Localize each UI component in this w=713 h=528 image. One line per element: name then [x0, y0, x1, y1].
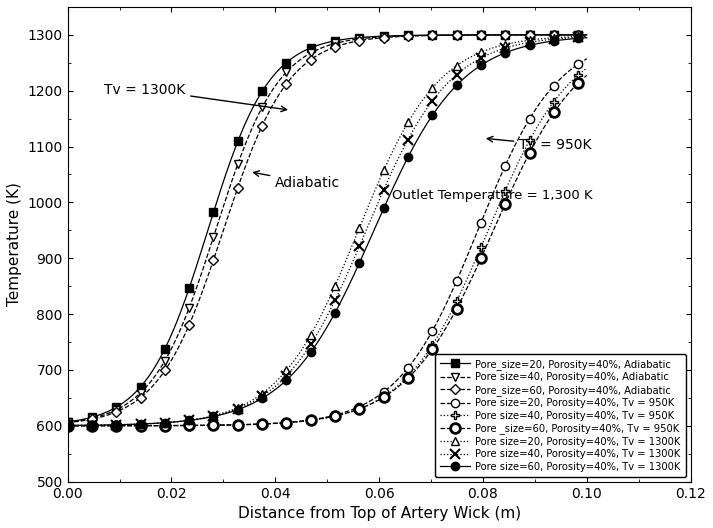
Pore size=20, Porosity=40%, Tv = 950K [371, 395, 379, 401]
Pore size=40, Porosity=40%, Adiabatic [371, 34, 379, 41]
Pore size=20, Porosity=40%, Tv = 950K [381, 388, 390, 394]
Pore _size=60, Porosity=40%, Tv = 950K [372, 398, 381, 404]
Pore size=60, Porosity=40%, Tv = 1300K [372, 221, 381, 227]
Pore size=40, Porosity=40%, Tv = 1300K [501, 45, 510, 51]
X-axis label: Distance from Top of Artery Wick (m): Distance from Top of Artery Wick (m) [237, 506, 520, 521]
Pore size=20, Porosity=40%, Tv = 1300K [534, 36, 543, 42]
Pore size=20, Porosity=40%, Tv = 1300K [65, 422, 73, 429]
Pore size=40, Porosity=40%, Adiabatic [501, 32, 510, 38]
Pore size=40, Porosity=40%, Adiabatic [372, 34, 381, 40]
Pore size=40, Porosity=40%, Tv = 1300K [63, 422, 72, 429]
Pore size=20, Porosity=40%, Tv = 1300K [63, 422, 72, 429]
Line: Pore_size=20, Porosity=40%, Adiabatic: Pore_size=20, Porosity=40%, Adiabatic [63, 31, 591, 426]
Pore size=40, Porosity=40%, Tv = 1300K [372, 202, 381, 209]
Pore size=20, Porosity=40%, Tv = 950K [65, 422, 73, 429]
Text: Adiabatic: Adiabatic [254, 171, 340, 190]
Pore_size=60, Porosity=40%, Adiabatic [372, 35, 381, 42]
Pore size=20, Porosity=40%, Tv = 1300K [583, 33, 591, 39]
Pore_size=20, Porosity=40%, Adiabatic [583, 32, 591, 38]
Pore size=40, Porosity=40%, Tv = 950K [501, 187, 510, 194]
Pore size=40, Porosity=40%, Tv = 1300K [65, 422, 73, 429]
Pore size=20, Porosity=40%, Tv = 950K [372, 394, 381, 400]
Pore size=40, Porosity=40%, Tv = 950K [381, 392, 390, 399]
Line: Pore size=40, Porosity=40%, Tv = 1300K: Pore size=40, Porosity=40%, Tv = 1300K [63, 32, 592, 430]
Pore size=60, Porosity=40%, Tv = 1300K [381, 202, 390, 208]
Pore_size=20, Porosity=40%, Adiabatic [63, 419, 72, 425]
Pore size=40, Porosity=40%, Tv = 1300K [381, 183, 390, 189]
Pore size=40, Porosity=40%, Tv = 950K [63, 422, 72, 429]
Line: Pore_size=60, Porosity=40%, Adiabatic: Pore_size=60, Porosity=40%, Adiabatic [64, 31, 590, 426]
Y-axis label: Temperature (K): Temperature (K) [7, 182, 22, 306]
Pore _size=60, Porosity=40%, Tv = 950K [534, 134, 543, 140]
Pore size=40, Porosity=40%, Tv = 950K [583, 65, 591, 71]
Pore_size=60, Porosity=40%, Adiabatic [371, 35, 379, 42]
Pore size=20, Porosity=40%, Tv = 950K [583, 55, 591, 62]
Pore_size=20, Porosity=40%, Adiabatic [372, 33, 381, 40]
Pore size=60, Porosity=40%, Tv = 1300K [534, 40, 543, 46]
Line: Pore size=20, Porosity=40%, Tv = 1300K: Pore size=20, Porosity=40%, Tv = 1300K [63, 32, 591, 430]
Pore _size=60, Porosity=40%, Tv = 950K [371, 399, 379, 405]
Pore _size=60, Porosity=40%, Tv = 950K [63, 422, 72, 429]
Pore_size=60, Porosity=40%, Adiabatic [63, 419, 72, 426]
Pore size=40, Porosity=40%, Tv = 950K [65, 422, 73, 429]
Pore _size=60, Porosity=40%, Tv = 950K [501, 201, 510, 207]
Pore size=20, Porosity=40%, Tv = 950K [63, 422, 72, 429]
Pore size=20, Porosity=40%, Tv = 1300K [371, 187, 379, 193]
Pore_size=60, Porosity=40%, Adiabatic [583, 32, 591, 38]
Pore size=40, Porosity=40%, Adiabatic [65, 419, 73, 425]
Pore size=20, Porosity=40%, Tv = 1300K [372, 183, 381, 190]
Pore size=20, Porosity=40%, Tv = 950K [501, 163, 510, 169]
Pore size=20, Porosity=40%, Tv = 1300K [501, 41, 510, 48]
Legend: Pore_size=20, Porosity=40%, Adiabatic, Pore size=40, Porosity=40%, Adiabatic, Po: Pore_size=20, Porosity=40%, Adiabatic, P… [436, 354, 686, 477]
Pore size=60, Porosity=40%, Tv = 1300K [65, 422, 73, 429]
Pore _size=60, Porosity=40%, Tv = 950K [583, 72, 591, 79]
Text: Outlet Temperature = 1,300 K: Outlet Temperature = 1,300 K [391, 189, 593, 202]
Pore size=40, Porosity=40%, Tv = 950K [371, 399, 379, 405]
Pore size=40, Porosity=40%, Tv = 950K [534, 122, 543, 128]
Pore size=40, Porosity=40%, Adiabatic [381, 33, 390, 40]
Pore_size=20, Porosity=40%, Adiabatic [371, 33, 379, 40]
Pore size=60, Porosity=40%, Tv = 1300K [583, 34, 591, 41]
Pore size=60, Porosity=40%, Tv = 1300K [63, 422, 72, 429]
Pore _size=60, Porosity=40%, Tv = 950K [65, 422, 73, 429]
Line: Pore size=40, Porosity=40%, Adiabatic: Pore size=40, Porosity=40%, Adiabatic [63, 31, 591, 427]
Pore size=40, Porosity=40%, Adiabatic [583, 32, 591, 38]
Pore_size=20, Porosity=40%, Adiabatic [501, 32, 510, 38]
Pore_size=60, Porosity=40%, Adiabatic [501, 32, 510, 38]
Pore size=20, Porosity=40%, Tv = 950K [534, 102, 543, 109]
Pore size=20, Porosity=40%, Tv = 1300K [381, 164, 390, 170]
Pore size=40, Porosity=40%, Tv = 1300K [371, 206, 379, 213]
Pore size=60, Porosity=40%, Tv = 1300K [371, 225, 379, 231]
Pore_size=20, Porosity=40%, Adiabatic [65, 419, 73, 425]
Line: Pore _size=60, Porosity=40%, Tv = 950K: Pore _size=60, Porosity=40%, Tv = 950K [63, 70, 592, 431]
Pore _size=60, Porosity=40%, Tv = 950K [381, 393, 390, 399]
Pore size=40, Porosity=40%, Adiabatic [534, 32, 543, 38]
Text: Tv = 1300K: Tv = 1300K [104, 82, 287, 111]
Pore size=40, Porosity=40%, Tv = 950K [372, 398, 381, 404]
Pore_size=60, Porosity=40%, Adiabatic [65, 419, 73, 426]
Line: Pore size=60, Porosity=40%, Tv = 1300K: Pore size=60, Porosity=40%, Tv = 1300K [63, 34, 591, 430]
Pore size=60, Porosity=40%, Tv = 1300K [501, 50, 510, 56]
Pore_size=20, Porosity=40%, Adiabatic [381, 33, 390, 39]
Pore_size=20, Porosity=40%, Adiabatic [534, 32, 543, 38]
Line: Pore size=20, Porosity=40%, Tv = 950K: Pore size=20, Porosity=40%, Tv = 950K [63, 54, 591, 430]
Pore_size=60, Porosity=40%, Adiabatic [381, 34, 390, 41]
Pore_size=60, Porosity=40%, Adiabatic [534, 32, 543, 38]
Pore size=40, Porosity=40%, Tv = 1300K [583, 34, 591, 40]
Pore size=40, Porosity=40%, Adiabatic [63, 419, 72, 426]
Pore size=40, Porosity=40%, Tv = 1300K [534, 38, 543, 44]
Line: Pore size=40, Porosity=40%, Tv = 950K: Pore size=40, Porosity=40%, Tv = 950K [63, 64, 591, 430]
Text: Tv = 950K: Tv = 950K [487, 136, 592, 153]
